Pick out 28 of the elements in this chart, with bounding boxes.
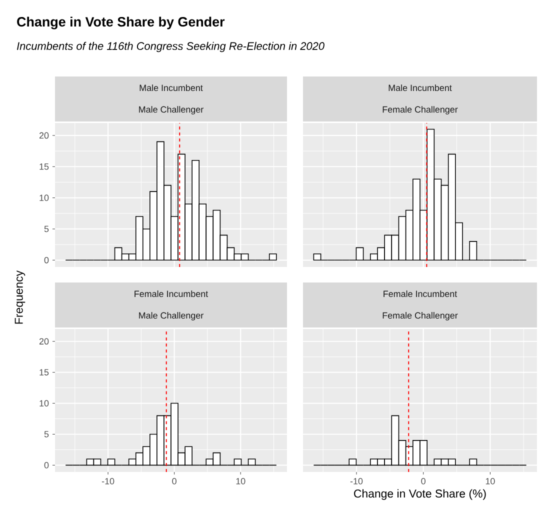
text: Male Incumbent [140, 84, 203, 92]
chart-subtitle: Incumbents of the 116th Congress Seeking Re-Election in 2020 [16, 42, 324, 52]
y-tick-label: 5 [44, 431, 49, 438]
y-tick-label: 10 [40, 400, 49, 406]
x-tick-label: 10 [486, 478, 495, 484]
y-tick-label: 0 [44, 256, 49, 264]
x-tick-label: 0 [421, 478, 426, 484]
text: Female Incumbent [134, 290, 208, 298]
y-tick-label: 20 [39, 132, 49, 139]
text: Female Challenger [382, 106, 458, 114]
x-tick-label: -10 [350, 478, 363, 484]
text: Female Challenger [382, 312, 458, 320]
y-tick-label: 15 [40, 369, 49, 376]
y-tick-label: 20 [39, 338, 49, 345]
text: Female Incumbent [384, 290, 458, 298]
x-tick-label: -10 [102, 478, 114, 484]
chart-title: Change in Vote Share by Gender [17, 16, 225, 30]
x-tick-label: 0 [172, 478, 176, 484]
y-tick-label: 0 [44, 462, 49, 468]
text: Male Challenger [139, 312, 204, 320]
y-tick-label: 10 [40, 194, 49, 201]
y-axis-title: Frequency [14, 270, 26, 324]
x-axis-title: Change in Vote Share (%) [354, 489, 486, 500]
y-tick-label: 5 [44, 226, 49, 232]
text: Male Challenger [139, 106, 204, 114]
y-tick-label: 15 [40, 164, 49, 170]
x-tick-label: 10 [236, 478, 246, 484]
text: Male Incumbent [388, 84, 452, 92]
